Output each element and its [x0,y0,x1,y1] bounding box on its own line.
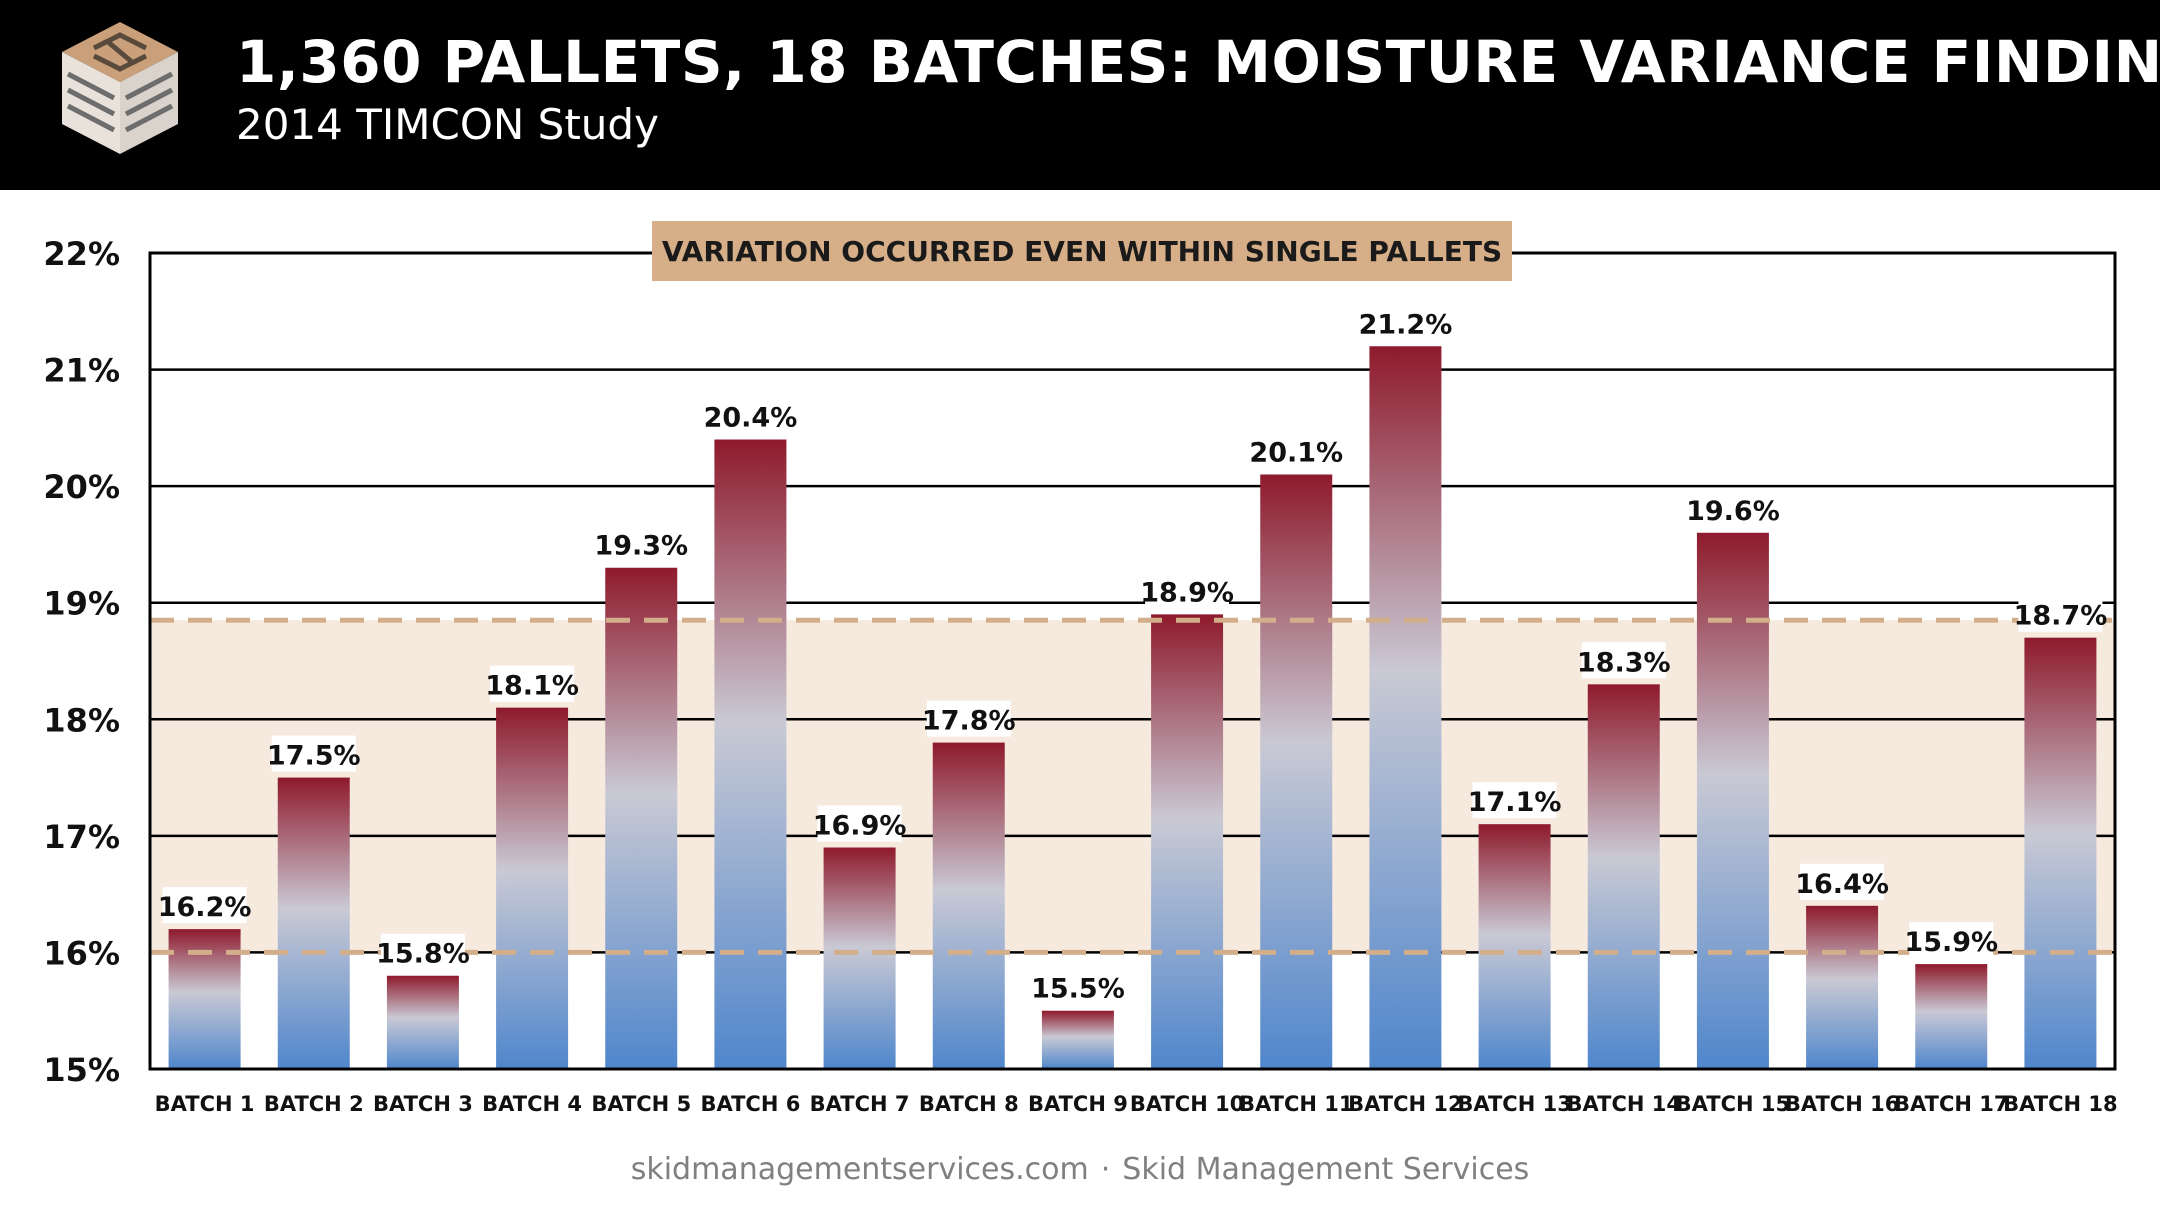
x-tick-label: BATCH 7 [810,1092,910,1116]
x-tick-label: BATCH 11 [1239,1092,1353,1116]
data-label: 17.1% [1468,787,1562,818]
data-label-bg [490,665,575,702]
x-tick-label: BATCH 14 [1567,1092,1681,1116]
callout-text: VARIATION OCCURRED EVEN WITHIN SINGLE PA… [662,235,1502,268]
data-label: 19.3% [594,531,688,562]
x-tick-label: BATCH 4 [482,1092,582,1116]
x-tick-label: BATCH 8 [919,1092,1019,1116]
y-tick-label: 20% [43,468,120,506]
moisture-bar-chart: 16.2% 17.5% 15.8% 18.1% 19.3% 20.4% 16.9% 17.8%… [43,221,2118,1116]
data-label: 15.5% [1031,974,1125,1005]
x-tick-label: BATCH 15 [1676,1092,1790,1116]
x-tick-label: BATCH 13 [1457,1092,1571,1116]
data-label-bg [1035,968,1120,1005]
x-tick-label: BATCH 2 [264,1092,364,1116]
data-label-bg [817,805,902,842]
data-label: 20.4% [704,403,798,434]
data-label: 18.1% [485,671,579,702]
bar [1696,532,1769,1069]
bar [1587,684,1660,1069]
data-label: 19.6% [1686,496,1780,527]
data-label-bg [271,735,356,772]
y-tick-label: 16% [43,934,120,972]
data-label-bg [1145,572,1230,609]
bar [1151,614,1224,1069]
data-label-bg [1472,782,1557,819]
footer-site: skidmanagementservices.com [630,1152,1089,1187]
y-tick-label: 21% [43,352,120,390]
header-bar: 1,360 PALLETS, 18 BATCHES: MOISTURE VARI… [0,0,2160,190]
data-label-bg [1363,304,1448,341]
data-label: 21.2% [1359,309,1453,340]
data-label-bg [1254,432,1339,469]
x-tick-label: BATCH 1 [155,1092,255,1116]
y-tick-label: 18% [43,701,120,739]
data-label: 17.5% [267,741,361,772]
data-label-bg [2018,595,2103,632]
bar [605,567,678,1069]
x-tick-label: BATCH 5 [591,1092,691,1116]
data-label: 16.4% [1795,869,1889,900]
data-label: 17.8% [922,706,1016,737]
data-label-bg [708,397,793,434]
data-label-bg [380,933,465,970]
bar [386,975,459,1069]
bar [2024,637,2097,1069]
x-tick-label: BATCH 12 [1348,1092,1462,1116]
y-tick-label: 15% [43,1051,120,1089]
x-tick-label: BATCH 3 [373,1092,473,1116]
x-tick-label: BATCH 17 [1894,1092,2008,1116]
data-label-bg [1581,642,1666,679]
bar [1041,1010,1114,1069]
bar [1260,474,1333,1069]
data-label: 16.2% [158,892,252,923]
bar [1806,905,1879,1069]
data-label: 18.9% [1140,577,1234,608]
x-tick-label: BATCH 18 [2003,1092,2117,1116]
bar [277,777,350,1069]
bar [1369,346,1442,1069]
annotation-callout: VARIATION OCCURRED EVEN WITHIN SINGLE PA… [652,221,1512,281]
band-boundary-lines [150,617,2115,955]
bar [1478,824,1551,1069]
y-tick-label: 17% [43,818,120,856]
bar [1915,964,1988,1069]
data-label: 18.7% [2014,601,2108,632]
y-axis-ticks: 15% 16% 17% 18% 19% 20% 21% 22% [43,235,120,1089]
data-label: 20.1% [1249,437,1343,468]
bars [168,346,2097,1069]
y-tick-label: 22% [43,235,120,273]
data-label: 18.3% [1577,647,1671,678]
data-label-bg [1800,863,1885,900]
data-label: 15.8% [376,939,470,970]
callout-box [652,221,1512,281]
data-label-bg [599,525,684,562]
footer-company: Skid Management Services [1122,1152,1530,1187]
page-title: 1,360 PALLETS, 18 BATCHES: MOISTURE VARI… [236,28,2160,96]
footer: skidmanagementservices.com · Skid Manageme… [0,1152,2160,1187]
y-tick-label: 19% [43,585,120,623]
footer-separator: · [1100,1152,1111,1187]
x-tick-label: BATCH 9 [1028,1092,1128,1116]
bar [823,847,896,1069]
data-label-bg [1909,922,1994,959]
band-area [150,620,2115,953]
data-labels: 16.2% 17.5% 15.8% 18.1% 19.3% 20.4% 16.9% 17.8%… [158,304,2108,1005]
x-axis-ticks: BATCH 1 BATCH 2 BATCH 3 BATCH 4 BATCH 5 BATCH… [155,1092,2118,1116]
data-label: 16.9% [813,811,907,842]
bar [714,439,787,1069]
cube-logo-icon [62,22,178,154]
data-label-bg [1690,490,1775,527]
x-tick-label: BATCH 6 [700,1092,800,1116]
x-tick-label: BATCH 16 [1785,1092,1899,1116]
page-subtitle: 2014 TIMCON Study [236,100,659,149]
data-label: 15.9% [1904,927,1998,958]
bar [496,707,569,1069]
data-label-bg [926,700,1011,737]
target-band [150,620,2115,953]
x-tick-label: BATCH 10 [1130,1092,1244,1116]
data-label-bg [162,887,247,924]
bar [932,742,1005,1069]
